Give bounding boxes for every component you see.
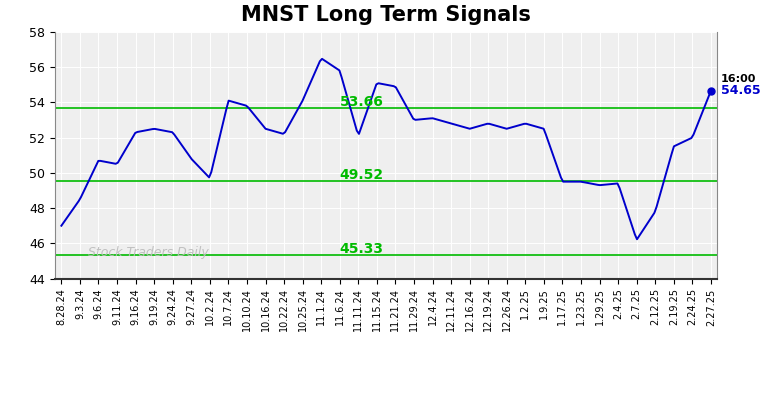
Text: Stock Traders Daily: Stock Traders Daily: [88, 246, 209, 259]
Text: 53.66: 53.66: [339, 95, 383, 109]
Title: MNST Long Term Signals: MNST Long Term Signals: [241, 5, 531, 25]
Text: 16:00: 16:00: [720, 74, 756, 84]
Text: 45.33: 45.33: [339, 242, 383, 256]
Text: 54.65: 54.65: [720, 84, 760, 98]
Text: 49.52: 49.52: [339, 168, 384, 181]
